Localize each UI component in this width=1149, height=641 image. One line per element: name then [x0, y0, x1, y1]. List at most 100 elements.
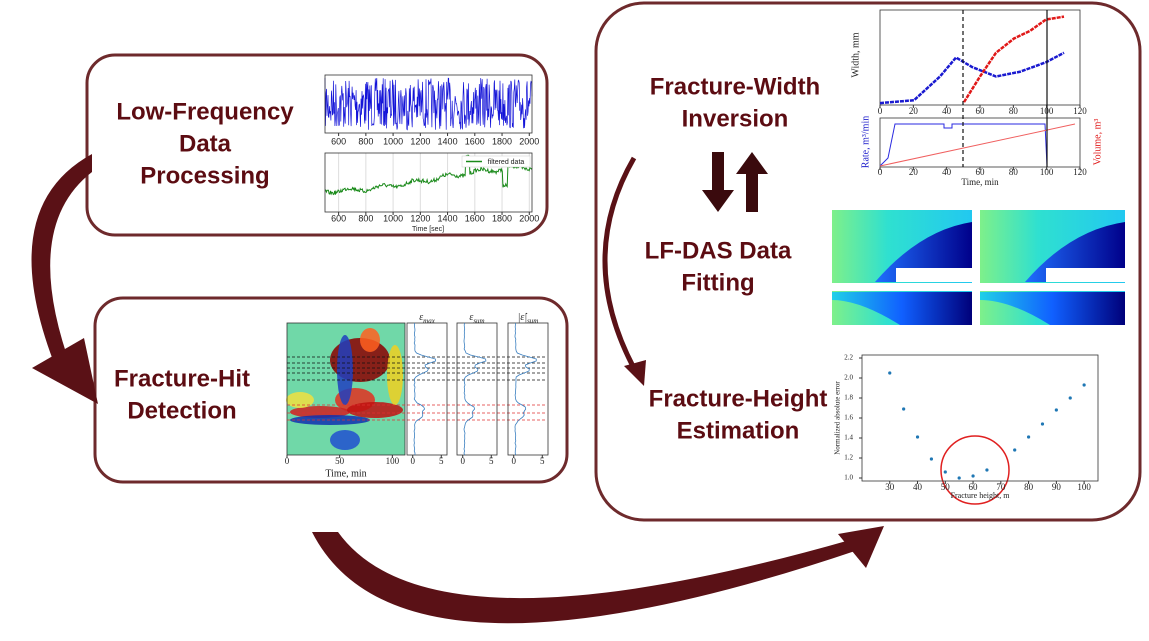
title-subscript: max: [423, 317, 436, 325]
stage-label: Fitting: [681, 269, 754, 296]
x-tick-label: 60: [976, 167, 986, 177]
x-axis-label: Fracture height, m: [951, 491, 1011, 500]
profile-curve: [514, 322, 537, 456]
down-arrow: [702, 152, 734, 212]
heatmap-blob: [347, 402, 403, 418]
y-axis-label: Rate, m³/min: [860, 116, 871, 168]
x-axis-label: Time [sec]: [412, 226, 444, 233]
x-tick-label: 1600: [465, 136, 485, 146]
x-tick-label: 2000: [519, 213, 539, 223]
x-tick-label: 1400: [438, 136, 458, 146]
stage-label: Fracture-Hit: [114, 365, 250, 392]
legend-box: [461, 155, 531, 168]
profile-curve: [463, 322, 487, 456]
heatmap-blob: [330, 430, 360, 450]
profile-curve: [413, 322, 437, 456]
x-tick-label: 1000: [383, 213, 403, 223]
stage-label: Data: [179, 130, 232, 157]
x-tick-label: 5: [540, 456, 545, 466]
plot-frame: [324, 74, 533, 134]
stage-label: LF-DAS Data: [645, 237, 792, 264]
volume-line: [879, 123, 1076, 167]
x-tick-label: 30: [885, 482, 895, 492]
x-tick-label: 40: [913, 482, 923, 492]
x-tick-label: 20: [909, 167, 919, 177]
scatter-point: [971, 474, 975, 478]
scatter-point: [1040, 422, 1045, 426]
profile-title: εsum: [469, 312, 484, 324]
x-tick-label: 80: [1009, 106, 1019, 116]
up-arrow: [736, 152, 768, 212]
filtered-trace: [324, 154, 533, 196]
heatmap-blob: [360, 328, 380, 352]
plot-frame: [286, 322, 406, 456]
x-tick-label: 5: [439, 456, 444, 466]
y-axis-label: Normalized absolute error: [834, 381, 842, 455]
heatmap-blob: [286, 392, 314, 408]
x-tick-label: 2000: [519, 136, 539, 146]
scatter-point: [929, 457, 934, 461]
x-tick-label: 60: [976, 106, 986, 116]
scatter-point: [1026, 435, 1031, 439]
scatter-point: [902, 407, 906, 411]
title-subscript: sum: [473, 317, 484, 325]
profile-title: εmax: [419, 312, 436, 324]
x-tick-label: 80: [1024, 482, 1034, 492]
plot-frame: [406, 322, 448, 456]
stage-label: Processing: [140, 162, 269, 189]
x-tick-label: 800: [358, 213, 373, 223]
noise-trace: [324, 77, 533, 131]
flow-arrow-head: [32, 338, 98, 404]
x-tick-label: 100: [386, 456, 400, 466]
rate-curve: [879, 123, 1048, 167]
x-tick-label: 1000: [383, 136, 403, 146]
x-tick-label: 100: [1040, 167, 1054, 177]
x-tick-label: 1200: [410, 136, 430, 146]
scatter-point: [888, 371, 892, 375]
x-tick-label: 1600: [465, 213, 485, 223]
scatter-point: [1013, 448, 1017, 452]
x-tick-label: 600: [331, 213, 346, 223]
scatter-point: [985, 468, 989, 472]
x-tick-label: 1400: [438, 213, 458, 223]
x-tick-label: 100: [1077, 482, 1091, 492]
x-tick-label: 0: [460, 456, 465, 466]
flow-arrow: [31, 154, 92, 378]
heatmap-blob: [337, 335, 353, 405]
stage-label: Inversion: [682, 105, 789, 132]
y-axis-label: Width, mm: [850, 32, 861, 77]
x-tick-label: 5: [489, 456, 494, 466]
inner-arrow-head: [624, 360, 646, 386]
plot-frame: [456, 322, 498, 456]
flow-arrow: [312, 532, 858, 624]
profile-title: |ε̇|sum: [518, 312, 539, 324]
x-tick-label: 60: [969, 482, 979, 492]
stage-label: Estimation: [677, 417, 800, 444]
x-tick-label: 0: [511, 456, 516, 466]
x-tick-label: 50: [335, 456, 345, 466]
scatter-point: [1068, 396, 1072, 400]
y-tick-label: 1.0: [844, 474, 853, 482]
title-symbol: ε: [419, 312, 423, 323]
y-tick-label: 1.8: [844, 394, 853, 402]
scatter-point: [943, 470, 947, 474]
x-tick-label: 90: [1052, 482, 1062, 492]
highlight-circle: [940, 435, 1010, 505]
x-tick-label: 120: [1073, 167, 1087, 177]
y-tick-label: 1.2: [844, 454, 853, 462]
inner-arrow: [602, 156, 639, 374]
x-tick-label: 0: [285, 456, 290, 466]
legend-label: filtered data: [488, 159, 525, 166]
x-tick-label: 70: [996, 482, 1006, 492]
scatter-point: [1054, 408, 1058, 412]
x-tick-label: 40: [942, 167, 952, 177]
scatter-point: [957, 476, 961, 480]
scatter-point: [915, 435, 920, 439]
y-tick-label: 2.0: [844, 374, 853, 382]
y-tick-label: 1.6: [844, 414, 853, 422]
das-image: [832, 210, 972, 325]
x-tick-label: 80: [1009, 167, 1019, 177]
title-symbol: |ε̇|: [518, 312, 528, 323]
x-axis-label: Time, min: [961, 177, 999, 187]
x-tick-label: 800: [358, 136, 373, 146]
